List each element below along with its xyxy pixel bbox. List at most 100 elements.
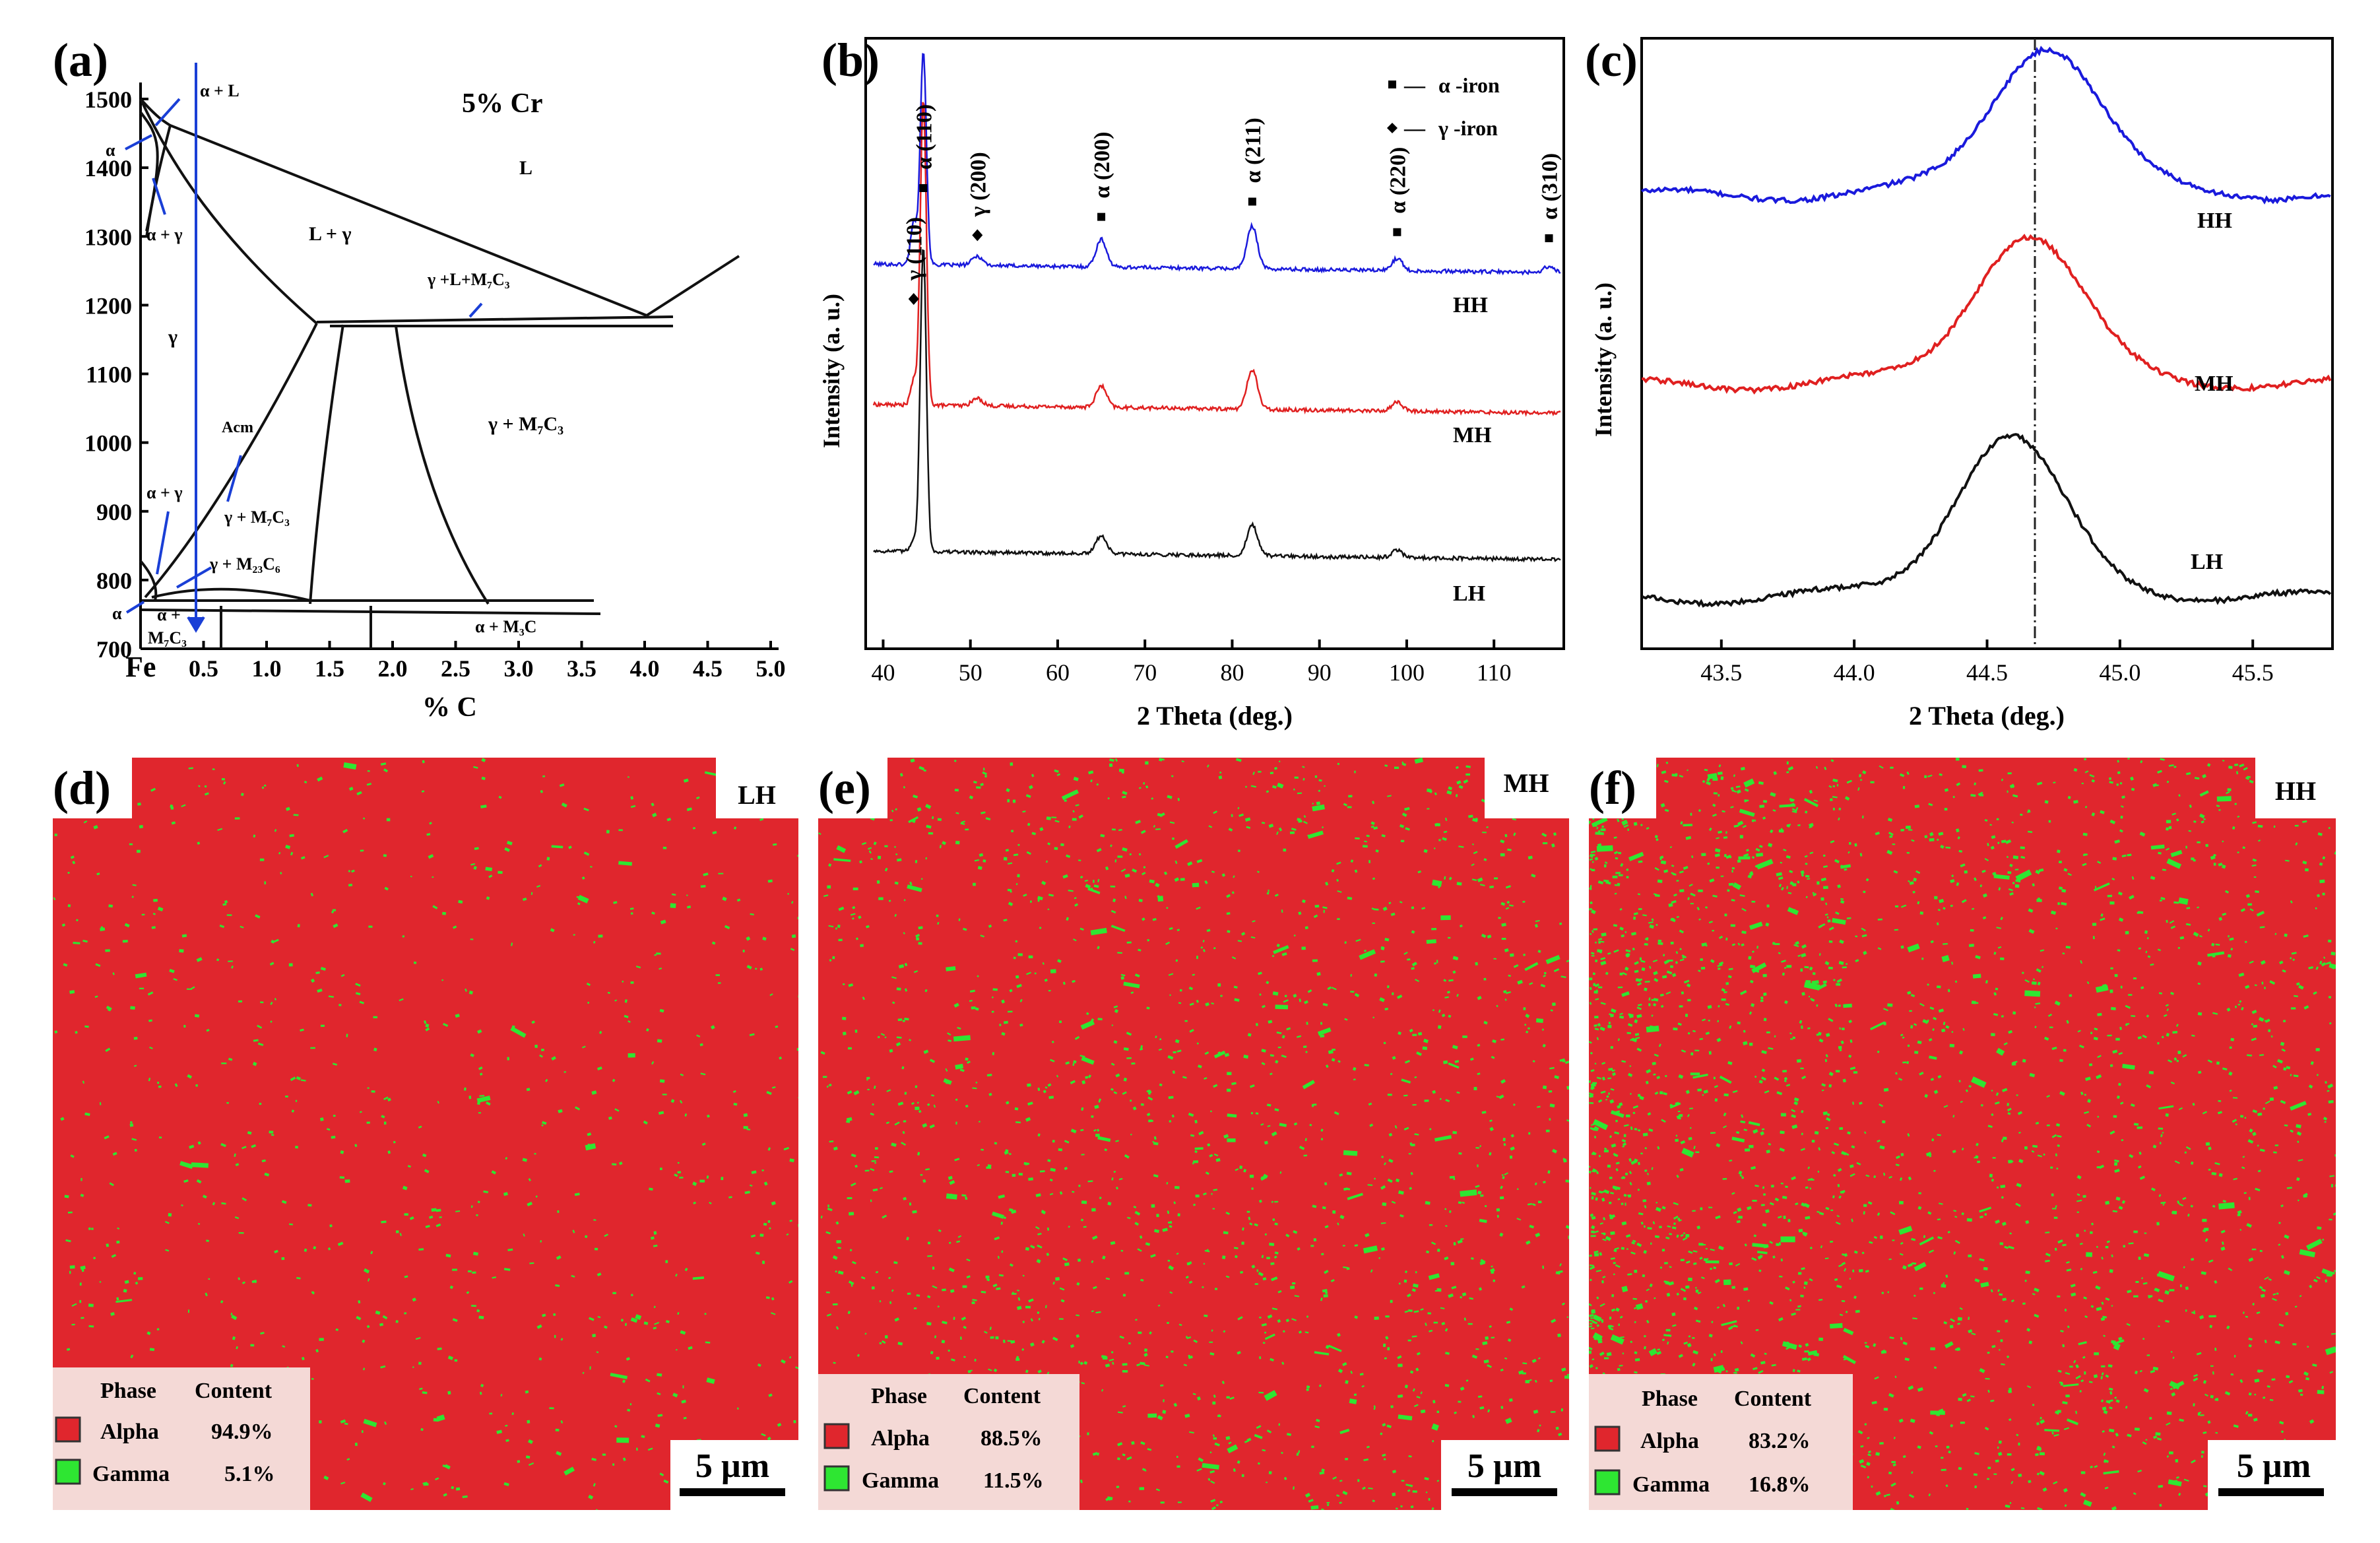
gamma-grain [1134,973,1140,977]
gamma-grain [1720,776,1724,780]
gamma-grain [1901,904,1907,908]
gamma-grain [1617,1367,1621,1371]
guide-a-L [154,98,181,127]
gamma-grain [1661,1249,1665,1252]
gamma-grain [1173,1051,1176,1053]
gamma-grain [1542,1265,1545,1269]
gamma-grain [1124,896,1127,900]
gamma-grain [2009,863,2013,867]
gamma-grain [1189,1002,1194,1006]
gamma-grain [1707,1004,1712,1009]
gamma-grain [2229,1046,2232,1049]
gamma-grain [455,1013,460,1018]
gamma-grain [1064,1166,1068,1171]
gamma-grain [421,790,425,793]
gamma-grain [582,1371,585,1375]
gamma-grain [1192,973,1196,976]
gamma-grain [100,926,104,929]
gamma-grain [1369,1123,1374,1127]
gamma-grain [1883,1408,1888,1411]
gamma-grain [1140,830,1146,834]
gamma-grain [131,896,134,898]
gamma-grain [1060,1299,1065,1303]
gamma-grain [1196,999,1200,1003]
b-series-HH [873,53,1561,276]
c-xtick-label: 45.5 [2232,659,2274,686]
gamma-grain [2324,1121,2327,1123]
gamma-grain [2168,1479,2182,1487]
gamma-grain [354,1442,358,1446]
gamma-grain [1725,1370,1728,1373]
gamma-grain [1692,1073,1708,1079]
gamma-grain [2080,960,2083,964]
gamma-grain [652,812,657,818]
gamma-grain [556,1451,562,1456]
gamma-grain [1072,1063,1075,1067]
gamma-grain [212,1202,216,1206]
gamma-grain [1931,1138,1935,1142]
gamma-grain [972,1299,977,1301]
gamma-grain [2175,1459,2179,1462]
gamma-grain [130,1006,135,1010]
gamma-grain [423,1483,429,1486]
gamma-grain [880,1033,885,1036]
gamma-grain [861,841,867,845]
gamma-grain [1890,766,1894,769]
gamma-grain [584,1235,588,1239]
gamma-grain [1644,1169,1648,1172]
gamma-grain [1692,1210,1696,1212]
gamma-grain [833,858,851,863]
gamma-grain [2253,1418,2258,1422]
gamma-grain [1598,1190,1603,1194]
gamma-grain [1267,1314,1273,1319]
gamma-grain [468,1096,472,1100]
gamma-grain [1256,1269,1259,1272]
gamma-grain [1359,1373,1364,1376]
gamma-grain [1366,1445,1370,1449]
gamma-grain [1174,877,1180,882]
gamma-grain [1110,1063,1115,1066]
gamma-grain [1534,1379,1537,1383]
gamma-grain [1841,1151,1847,1156]
gamma-grain [1477,995,1482,1001]
gamma-grain [1766,904,1770,907]
gamma-grain [1135,1319,1138,1321]
gamma-grain [1941,1468,1946,1471]
gamma-grain [1237,1316,1243,1321]
gamma-grain [2183,1266,2185,1268]
gamma-grain [1595,1171,1599,1175]
gamma-grain [116,1240,120,1244]
gamma-grain [960,1336,962,1340]
panel-e-gamma-swatch [823,1465,850,1492]
gamma-grain [1268,1471,1272,1475]
gamma-grain [1156,1214,1159,1218]
panel-d-label-box [716,758,798,818]
gamma-grain [466,1291,470,1294]
gamma-grain [94,995,98,999]
gamma-grain [1157,1415,1163,1420]
gamma-grain [1619,927,1624,931]
gamma-grain [1592,1169,1597,1172]
gamma-grain [926,1295,931,1299]
gamma-grain [222,781,226,785]
gamma-grain [915,1085,918,1088]
gamma-grain [1475,1185,1480,1188]
gamma-grain [2280,1041,2285,1046]
gamma-grain [2040,949,2045,952]
gamma-grain [1673,1215,1679,1220]
gamma-grain [897,1342,903,1346]
panel-c-frame [1640,37,2334,650]
gamma-grain [1636,1303,1644,1310]
gamma-grain [124,923,130,928]
gamma-grain [447,1355,453,1360]
gamma-grain [897,1018,903,1022]
gamma-grain [1286,1027,1291,1031]
gamma-grain [366,1325,370,1329]
gamma-grain [1753,1234,1757,1237]
gamma-grain [253,1039,259,1042]
gamma-grain [383,1121,387,1125]
gamma-grain [528,1178,531,1181]
gamma-grain [197,841,201,845]
gamma-grain [1609,1325,1614,1328]
gamma-grain [2036,781,2043,785]
